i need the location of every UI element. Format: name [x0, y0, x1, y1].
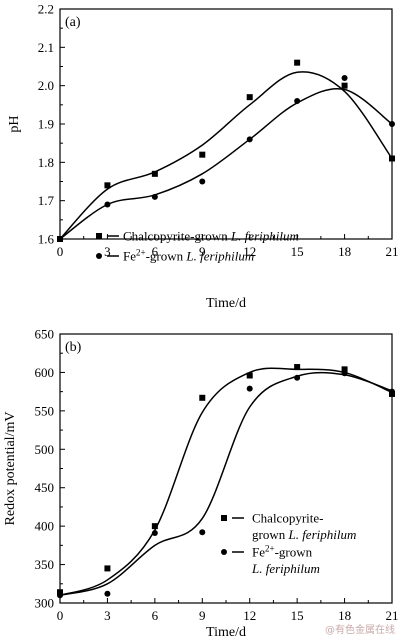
data-point-circle: [57, 592, 63, 599]
series-line-1: [59, 367, 393, 597]
data-point-square: [199, 151, 206, 158]
data-point-circle: [341, 370, 348, 377]
legend-label-italic: L. feriphilum: [287, 527, 356, 542]
y-tick-label: 1.8: [38, 155, 54, 170]
y-tick-label: 400: [35, 519, 55, 534]
data-point-circle: [199, 529, 206, 536]
data-point-circle: [151, 193, 158, 200]
legend-label-2: Fe2+-grown: [252, 544, 313, 560]
legend-marker-square: [96, 233, 102, 239]
legend-marker-square: [221, 515, 227, 521]
legend-marker-circle: [221, 549, 227, 555]
y-tick-label: 600: [35, 365, 55, 380]
data-point-circle: [294, 98, 301, 104]
x-tick-label: 21: [386, 244, 399, 259]
legend-label-sup: 2+: [136, 248, 146, 258]
watermark-text: @有色金属在线: [325, 623, 395, 636]
data-point-circle: [246, 385, 253, 392]
legend-label-text: Fe: [123, 249, 136, 264]
y-tick-label: 1.9: [38, 117, 54, 132]
chart-panel-a: 0 3 6 9 12 15 18 21 1.6 1.7 1.8 1.9 2.0 2.1 2.2 Time/d p…: [7, 2, 399, 312]
data-point-circle: [341, 75, 348, 81]
x-tick-label: 9: [199, 608, 206, 623]
x-tick-label: 15: [291, 244, 304, 259]
data-point-square: [294, 364, 301, 371]
panel-label: (a): [65, 15, 81, 30]
data-point-square: [294, 59, 301, 66]
data-point-square: [389, 155, 395, 162]
legend-label-italic: L. feriphilum: [185, 249, 254, 264]
x-tick-label: 0: [57, 244, 64, 259]
data-point-square: [246, 372, 253, 379]
x-tick-label: 3: [104, 244, 111, 259]
x-axis-title: Time/d: [206, 296, 246, 311]
chart-panel-b: 0 3 6 9 12 15 18 21 300 350 400 450 500 550 600 650 Time…: [3, 327, 399, 640]
data-point-circle: [104, 590, 111, 597]
panel-label: (b): [65, 340, 82, 355]
y-tick-label: 450: [35, 480, 55, 495]
y-axis-title: pH: [7, 115, 22, 132]
x-tick-label: 0: [57, 608, 64, 623]
data-point-square: [104, 565, 111, 572]
x-tick-label: 12: [243, 608, 256, 623]
x-tick-label: 18: [338, 608, 351, 623]
legend-label-text: Fe: [252, 545, 265, 560]
x-axis-title: Time/d: [206, 625, 246, 640]
data-point-square: [341, 82, 348, 89]
data-point-square: [341, 366, 348, 373]
x-tick-label: 6: [152, 608, 159, 623]
series-line-2: [59, 371, 393, 597]
y-axis-title: Redox potential/mV: [3, 412, 18, 526]
legend-marker-circle: [96, 253, 102, 259]
legend-label-2: Fe2+-grown L. feriphilum: [123, 248, 254, 264]
legend-label-1: Chalcopyrite-: [252, 511, 323, 526]
data-point-circle: [104, 201, 111, 208]
data-point-square: [57, 589, 63, 596]
legend-label-1: Chalcopyrite-grown L. feriphilum: [123, 229, 299, 244]
data-point-circle: [151, 530, 158, 537]
y-tick-label: 2.0: [38, 78, 54, 93]
x-tick-label: 18: [338, 244, 351, 259]
legend-label-text: -grown: [275, 545, 313, 560]
y-tick-label: 1.6: [38, 232, 55, 247]
data-point-circle: [389, 388, 395, 395]
y-tick-label: 2.1: [38, 40, 54, 55]
data-point-square: [151, 523, 158, 530]
legend-label-text: Chalcopyrite-grown: [123, 229, 231, 244]
data-point-square: [151, 170, 158, 177]
legend-label-text: grown: [252, 527, 288, 542]
y-tick-label: 300: [35, 596, 55, 611]
series-line-2: [59, 87, 393, 240]
y-tick-label: 2.2: [38, 2, 54, 17]
x-tick-label: 3: [104, 608, 111, 623]
y-tick-label: 550: [35, 403, 55, 418]
y-tick-label: 500: [35, 442, 55, 457]
legend: Chalcopyrite-grown L. feriphilumFe2+-gro…: [96, 229, 299, 264]
legend-label-italic: L. feriphilum: [230, 229, 299, 244]
legend-label-text: -grown: [146, 249, 187, 264]
x-tick-label: 21: [386, 608, 399, 623]
x-tick-label: 15: [291, 608, 304, 623]
legend-label-1-line2: grown L. feriphilum: [252, 527, 356, 542]
data-point-circle: [389, 121, 395, 127]
y-tick-label: 350: [35, 557, 55, 572]
data-point-square: [199, 394, 206, 401]
x-tick-label: 6: [152, 244, 159, 259]
series-line-1: [59, 71, 393, 240]
x-tick-label: 12: [243, 244, 256, 259]
y-tick-label: 1.7: [38, 193, 55, 208]
x-tick-label: 9: [199, 244, 206, 259]
legend-label-2-line2: L. feriphilum: [251, 561, 320, 576]
data-point-circle: [246, 136, 253, 143]
y-tick-label: 650: [35, 327, 55, 342]
data-point-square: [246, 94, 253, 101]
data-point-square: [104, 182, 111, 189]
data-point-circle: [199, 178, 206, 185]
data-point-circle: [57, 236, 63, 242]
data-point-circle: [294, 374, 301, 381]
legend-label-sup: 2+: [265, 544, 275, 554]
legend: Chalcopyrite-grown L. feriphilumFe2+-gro…: [221, 511, 356, 576]
